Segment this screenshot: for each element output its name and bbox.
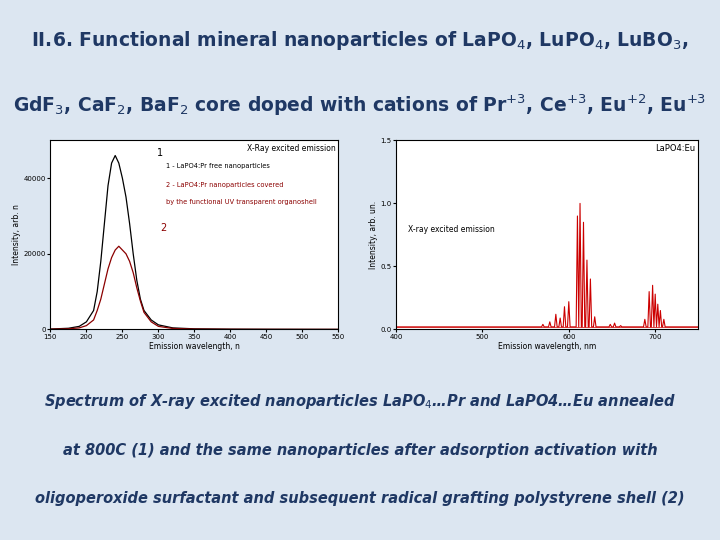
- X-axis label: Emission wavelength, n: Emission wavelength, n: [149, 342, 240, 352]
- Y-axis label: Intensity, arb. n: Intensity, arb. n: [12, 205, 21, 265]
- Text: II.6. Functional mineral nanoparticles of LaPO$_4$, LuPO$_4$, LuBO$_3$,: II.6. Functional mineral nanoparticles o…: [31, 29, 689, 52]
- Text: X-Ray excited emission: X-Ray excited emission: [247, 144, 336, 153]
- Y-axis label: Intensity, arb. un.: Intensity, arb. un.: [369, 201, 378, 269]
- Text: at 800C (1) and the same nanoparticles after adsorption activation with: at 800C (1) and the same nanoparticles a…: [63, 443, 657, 458]
- Text: 2: 2: [160, 223, 166, 233]
- Text: X-ray excited emission: X-ray excited emission: [408, 226, 495, 234]
- Text: by the functional UV transparent organoshell: by the functional UV transparent organos…: [166, 199, 316, 205]
- X-axis label: Emission wavelength, nm: Emission wavelength, nm: [498, 342, 596, 352]
- Text: oligoperoxide surfactant and subsequent radical grafting polystyrene shell (2): oligoperoxide surfactant and subsequent …: [35, 491, 685, 507]
- Text: Spectrum of X-ray excited nanoparticles LaPO$_4$…Pr and LaPO4…Eu annealed: Spectrum of X-ray excited nanoparticles …: [44, 392, 676, 411]
- Text: LaPO4:Eu: LaPO4:Eu: [655, 144, 696, 153]
- Text: 1: 1: [157, 147, 163, 158]
- Text: 2 - LaPO4:Pr nanoparticles covered: 2 - LaPO4:Pr nanoparticles covered: [166, 182, 283, 188]
- Text: GdF$_3$, CaF$_2$, BaF$_2$ core doped with cations of Pr$^{+3}$, Ce$^{+3}$, Eu$^{: GdF$_3$, CaF$_2$, BaF$_2$ core doped wit…: [14, 92, 706, 118]
- Text: 1 - LaPO4:Pr free nanoparticles: 1 - LaPO4:Pr free nanoparticles: [166, 163, 269, 169]
